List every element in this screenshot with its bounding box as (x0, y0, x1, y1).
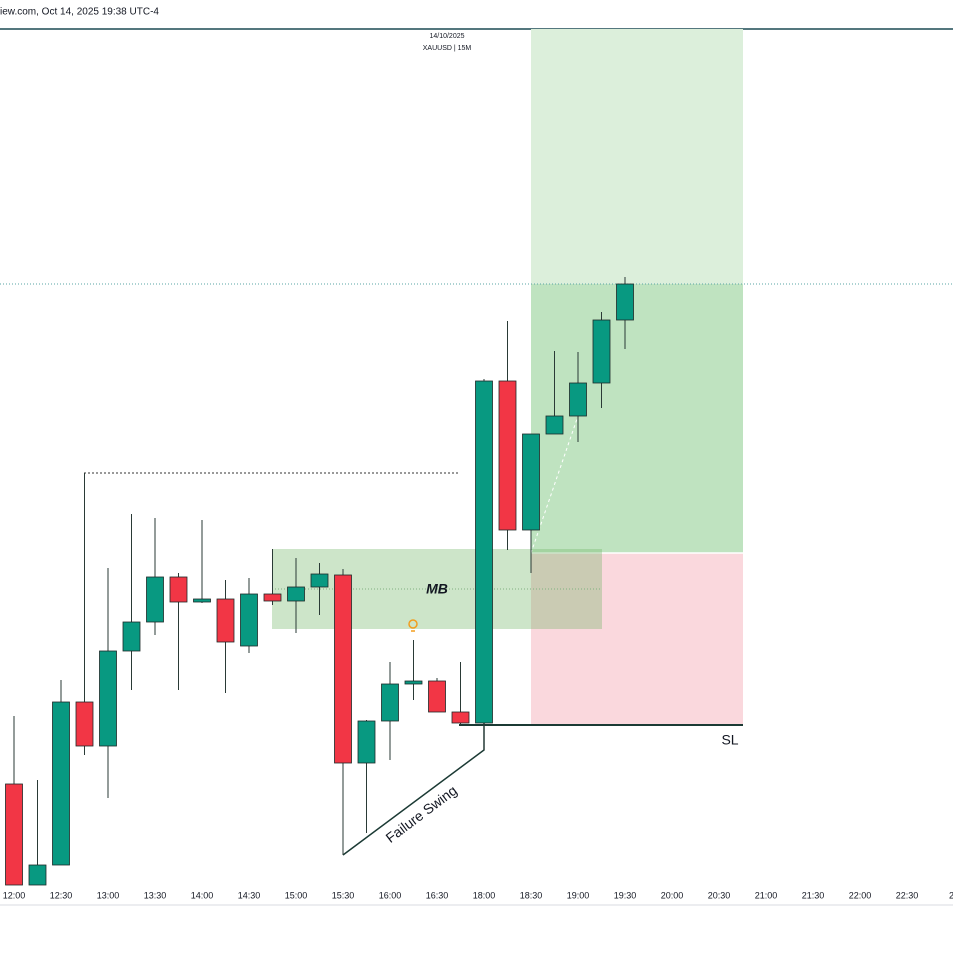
candle-body (5, 783, 23, 886)
candle-body (240, 593, 258, 647)
x-tick-label: 16:00 (379, 890, 402, 900)
candle-body (381, 683, 399, 722)
x-tick-label: 22:30 (896, 890, 919, 900)
x-tick-label: 23 (949, 890, 953, 900)
x-tick-label: 18:30 (520, 890, 543, 900)
x-tick-label: 14:30 (238, 890, 261, 900)
candle-body (287, 586, 305, 602)
loss-zone (531, 553, 743, 725)
x-tick-label: 18:00 (473, 890, 496, 900)
candle-body (310, 573, 329, 588)
candle-body (522, 433, 540, 531)
x-tick-label: 21:30 (802, 890, 825, 900)
target-extension-zone (531, 29, 743, 284)
header-source: iew.com, Oct 14, 2025 19:38 UTC-4 (0, 7, 159, 18)
chart-symbol: XAUUSD | 15M (423, 45, 472, 52)
x-tick-label: 20:00 (661, 890, 684, 900)
candle-body (122, 621, 141, 652)
candle-body (334, 574, 352, 764)
x-tick-label: 20:30 (708, 890, 731, 900)
candle-body (193, 598, 211, 603)
candle-body (451, 711, 470, 724)
chart-date: 14/10/2025 (429, 33, 464, 40)
x-tick-label: 12:00 (3, 890, 26, 900)
x-tick-label: 13:30 (144, 890, 167, 900)
candle-body (357, 720, 376, 764)
candle-body (28, 864, 47, 886)
candle-body (428, 680, 446, 713)
idea-icon (408, 619, 418, 632)
x-tick-label: 22:00 (849, 890, 872, 900)
candle-body (263, 593, 282, 602)
x-tick-label: 16:30 (426, 890, 449, 900)
x-tick-label: 15:00 (285, 890, 308, 900)
candle-body (169, 576, 188, 603)
x-tick-label: 19:00 (567, 890, 590, 900)
x-tick-label: 21:00 (755, 890, 778, 900)
candle-body (99, 650, 117, 747)
x-tick-label: 13:00 (97, 890, 120, 900)
candle-body (545, 415, 564, 435)
candle-body (146, 576, 164, 623)
candle-body (569, 382, 587, 417)
candle-body (592, 319, 611, 384)
candle-body (216, 598, 235, 643)
candle-body (475, 380, 493, 724)
candle-body (616, 283, 634, 321)
x-tick-label: 14:00 (191, 890, 214, 900)
candle-body (404, 680, 423, 685)
candle-body (75, 701, 94, 747)
candle-body (52, 701, 70, 866)
x-tick-label: 19:30 (614, 890, 637, 900)
x-tick-label: 12:30 (50, 890, 73, 900)
candle-body (498, 380, 517, 531)
profit-zone (531, 284, 743, 553)
failure-swing-label: Failure Swing (383, 782, 460, 846)
sl-label: SL (721, 732, 738, 748)
mb-label: MB (426, 581, 448, 597)
x-tick-label: 15:30 (332, 890, 355, 900)
